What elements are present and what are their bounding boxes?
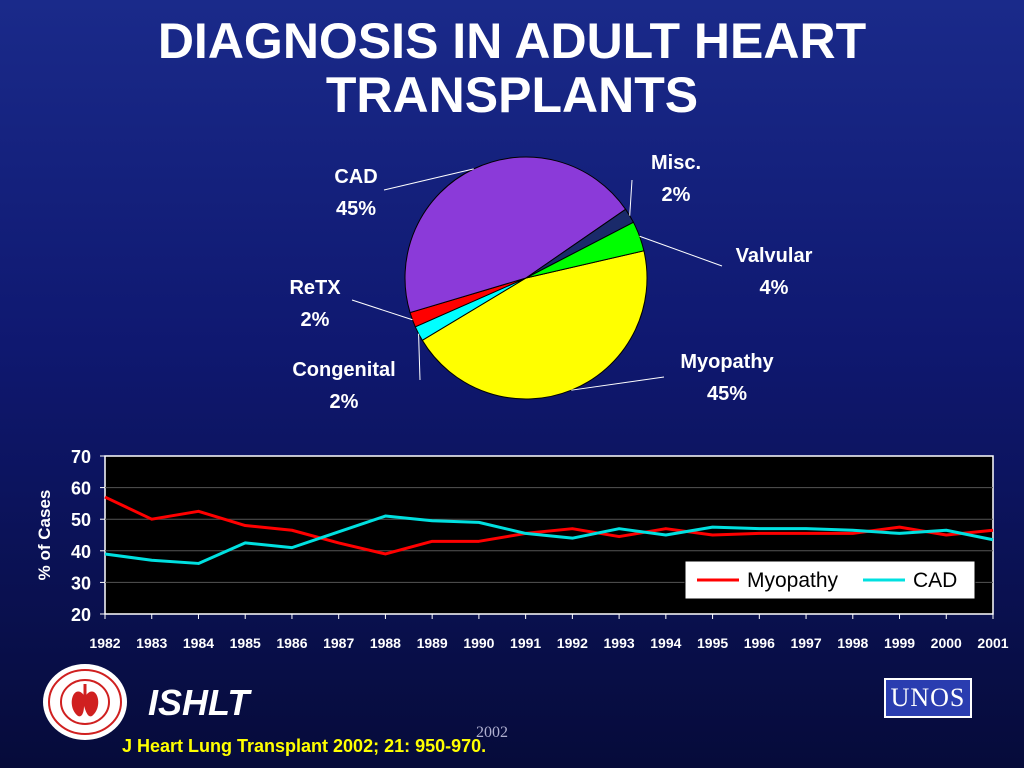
x-tick-label-1987: 1987 bbox=[323, 635, 354, 651]
x-tick-label-1992: 1992 bbox=[557, 635, 588, 651]
page-title: DIAGNOSIS IN ADULT HEART TRANSPLANTS bbox=[0, 14, 1024, 122]
line-chart: 20 30 40 50 60 70 1982 1983 1984 1985 1986 1987 1988… bbox=[35, 447, 1009, 651]
title-line-2: TRANSPLANTS bbox=[325, 67, 699, 123]
unos-logo: UNOS bbox=[884, 678, 972, 718]
x-tick-label-2001: 2001 bbox=[977, 635, 1008, 651]
citation: J Heart Lung Transplant 2002; 21: 950-97… bbox=[122, 736, 487, 756]
pie-leader-congenital bbox=[418, 333, 421, 381]
x-tick-label-1994: 1994 bbox=[650, 635, 681, 651]
title-line-1: DIAGNOSIS IN ADULT HEART bbox=[157, 13, 867, 69]
y-tick-label-40: 40 bbox=[71, 542, 91, 562]
y-axis-label: % of Cases bbox=[35, 490, 54, 581]
x-tick-label-1985: 1985 bbox=[230, 635, 261, 651]
pie-value-myopathy: 45% bbox=[707, 383, 747, 405]
y-tick-label-70: 70 bbox=[71, 447, 91, 467]
pie-leader-misc bbox=[629, 179, 633, 216]
pie-slice-cad bbox=[404, 156, 627, 314]
legend-label-myopathy: Myopathy bbox=[747, 569, 839, 592]
x-tick-label-1986: 1986 bbox=[276, 635, 307, 651]
pie-leader-cad bbox=[383, 168, 474, 191]
x-tick-label-1993: 1993 bbox=[604, 635, 635, 651]
pie-chart: Myopathy 45% Congenital 2% ReTX 2% CAD 45% Misc.… bbox=[289, 152, 812, 413]
year-note: 2002 bbox=[476, 724, 508, 741]
x-tick-label-1982: 1982 bbox=[89, 635, 120, 651]
x-tick-label-1996: 1996 bbox=[744, 635, 775, 651]
y-tick-label-20: 20 bbox=[71, 605, 91, 625]
x-tick-label-1997: 1997 bbox=[790, 635, 821, 651]
x-tick-label-1990: 1990 bbox=[463, 635, 494, 651]
pie-value-cad: 45% bbox=[336, 198, 376, 220]
pie-label-myopathy: Myopathy bbox=[680, 351, 774, 373]
legend-label-cad: CAD bbox=[913, 569, 957, 592]
pie-leader-valvular bbox=[639, 235, 723, 267]
x-tick-label-1989: 1989 bbox=[417, 635, 448, 651]
pie-label-misc: Misc. bbox=[651, 152, 701, 174]
pie-value-misc: 2% bbox=[662, 184, 691, 206]
series-line-myopathy bbox=[104, 495, 994, 556]
y-tick-label-60: 60 bbox=[71, 479, 91, 499]
x-tick-label-1991: 1991 bbox=[510, 635, 541, 651]
org-name: ISHLT bbox=[148, 682, 250, 723]
x-tick-label-1998: 1998 bbox=[837, 635, 868, 651]
pie-value-valvular: 4% bbox=[760, 277, 789, 299]
pie-leader-retx bbox=[351, 299, 413, 321]
x-tick-label-1984: 1984 bbox=[183, 635, 214, 651]
pie-label-cad: CAD bbox=[334, 166, 377, 188]
pie-label-valvular: Valvular bbox=[736, 245, 813, 267]
x-tick-label-1999: 1999 bbox=[884, 635, 915, 651]
y-tick-label-50: 50 bbox=[71, 510, 91, 530]
x-tick-label-1988: 1988 bbox=[370, 635, 401, 651]
y-tick-label-30: 30 bbox=[71, 573, 91, 593]
ishlt-seal-icon bbox=[40, 662, 130, 747]
pie-label-congenital: Congenital bbox=[292, 359, 395, 381]
series-line-cad bbox=[104, 514, 994, 565]
pie-label-retx: ReTX bbox=[289, 277, 341, 299]
x-tick-label-1995: 1995 bbox=[697, 635, 728, 651]
x-tick-label-1983: 1983 bbox=[136, 635, 167, 651]
pie-value-congenital: 2% bbox=[330, 391, 359, 413]
x-tick-label-2000: 2000 bbox=[931, 635, 962, 651]
pie-leader-myopathy bbox=[571, 376, 665, 391]
pie-value-retx: 2% bbox=[301, 309, 330, 331]
